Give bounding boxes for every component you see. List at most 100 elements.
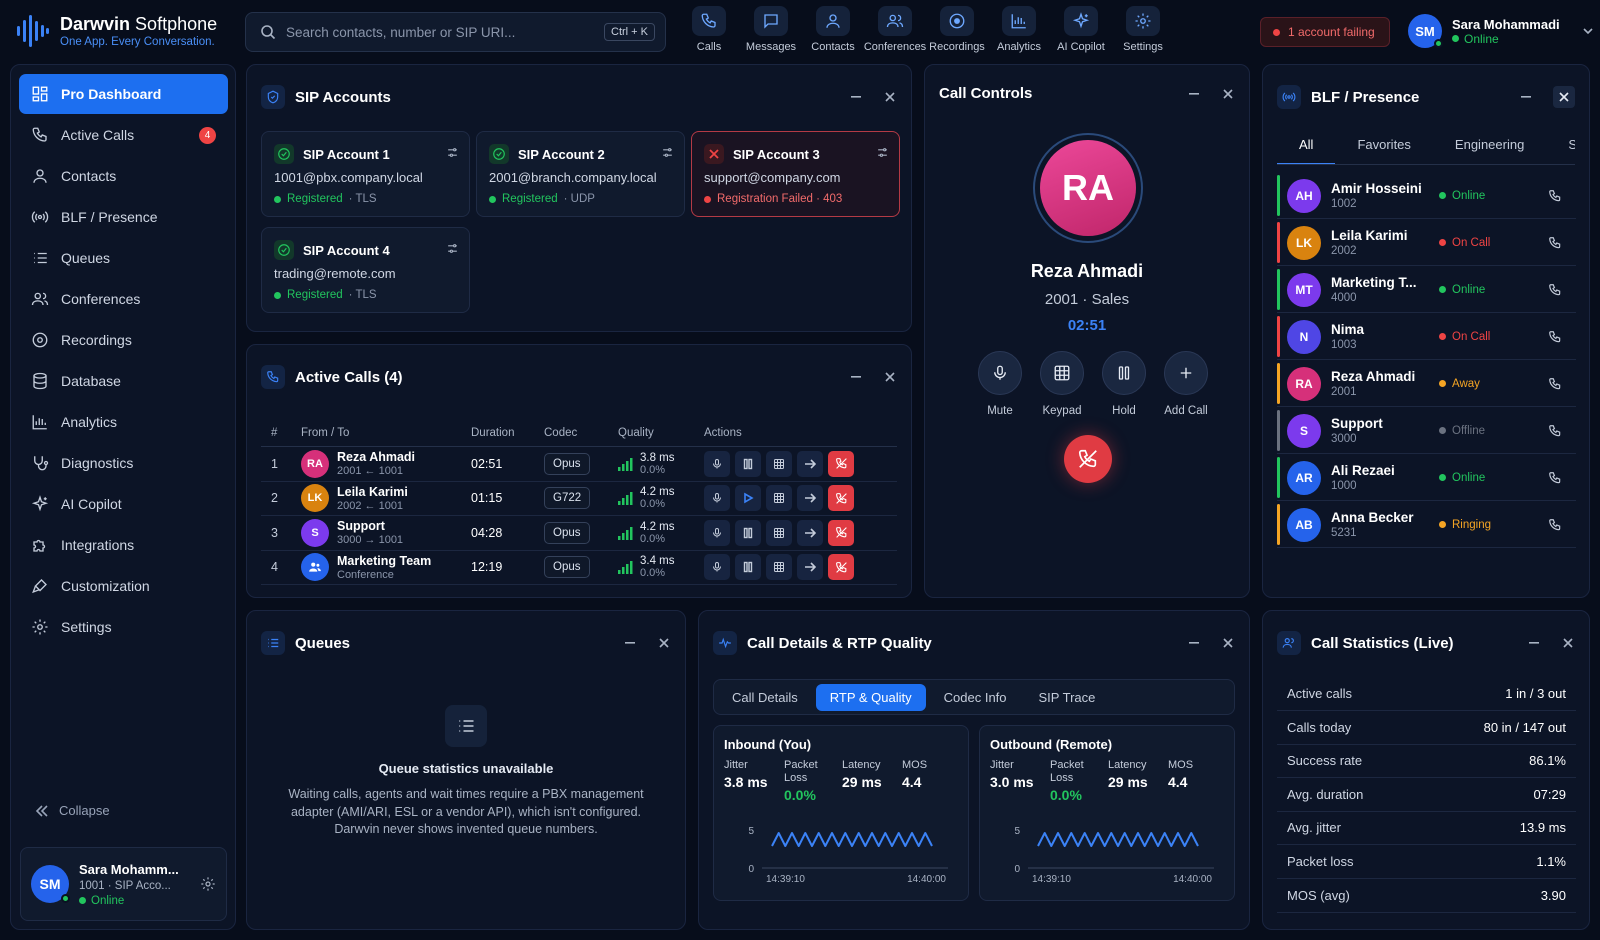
tab-favorites[interactable]: Favorites [1357, 137, 1411, 152]
hangup-button[interactable] [828, 485, 854, 512]
call-button[interactable] [1548, 236, 1562, 250]
keypad-button[interactable] [766, 450, 792, 477]
close-button[interactable] [1561, 636, 1575, 650]
tab-codec-info[interactable]: Codec Info [943, 689, 1007, 705]
sliders-icon[interactable] [446, 242, 459, 255]
sidebar-item-conferences[interactable]: Conferences [19, 279, 228, 319]
sidebar-item-customization[interactable]: Customization [19, 566, 228, 606]
call-button[interactable] [1548, 424, 1562, 438]
table-row[interactable]: 4 Marketing Team Conference 12:19 Opus 3.4 ms… [261, 551, 897, 585]
mute-button[interactable] [704, 519, 730, 546]
topnav-conferences[interactable]: Conferences [864, 6, 926, 53]
minimize-button[interactable] [1187, 87, 1201, 101]
table-row[interactable]: 3 S Support 3000 → 1001 04:28 Opus 4.2 ms 0.0% [261, 516, 897, 551]
search-input[interactable] [286, 24, 595, 40]
call-button[interactable] [1548, 471, 1562, 485]
tab-call-details[interactable]: Call Details [732, 689, 798, 705]
call-button[interactable] [1548, 518, 1562, 532]
sip-account-card[interactable]: SIP Account 3 support@company.com Registra… [691, 131, 900, 217]
topnav-recordings[interactable]: Recordings [926, 6, 988, 53]
mute-button[interactable] [704, 485, 730, 512]
sliders-icon[interactable] [661, 146, 674, 159]
sip-account-card[interactable]: SIP Account 2 2001@branch.company.local Re… [476, 131, 685, 217]
hold-button[interactable] [735, 519, 761, 546]
add-call-button[interactable]: Add Call [1151, 351, 1221, 417]
blf-entry[interactable]: MT Marketing T... 4000 Online [1277, 267, 1576, 313]
table-row[interactable]: 1 RA Reza Ahmadi 2001 ← 1001 02:51 Opus 3.8 ms… [261, 447, 897, 482]
blf-entry[interactable]: AB Anna Becker 5231 Ringing [1277, 502, 1576, 548]
minimize-button[interactable] [849, 370, 863, 384]
hold-button[interactable] [735, 485, 761, 512]
sidebar-item-blf-presence[interactable]: BLF / Presence [19, 197, 228, 237]
sliders-icon[interactable] [876, 146, 889, 159]
keypad-button[interactable] [766, 519, 792, 546]
sidebar-item-ai-copilot[interactable]: AI Copilot [19, 484, 228, 524]
transfer-button[interactable] [797, 450, 823, 477]
close-button[interactable] [1221, 636, 1235, 650]
blf-entry[interactable]: AR Ali Rezaei 1000 Online [1277, 455, 1576, 501]
minimize-button[interactable] [1187, 636, 1201, 650]
topnav-messages[interactable]: Messages [740, 6, 802, 53]
sip-account-card[interactable]: SIP Account 1 1001@pbx.company.local Regis… [261, 131, 470, 217]
sidebar-item-queues[interactable]: Queues [19, 238, 228, 278]
topnav-ai-copilot[interactable]: AI Copilot [1050, 6, 1112, 53]
account-failing-alert[interactable]: 1 account failing [1260, 17, 1390, 47]
blf-entry[interactable]: N Nima 1003 On Call [1277, 314, 1576, 360]
hold-button[interactable] [735, 450, 761, 477]
app-logo[interactable]: Darwvin Softphone One App. Every Convers… [16, 13, 217, 49]
sidebar-item-pro-dashboard[interactable]: Pro Dashboard [19, 74, 228, 114]
sidebar-item-database[interactable]: Database [19, 361, 228, 401]
sidebar-item-active-calls[interactable]: Active Calls 4 [19, 115, 228, 155]
call-button[interactable] [1548, 283, 1562, 297]
close-button[interactable] [883, 90, 897, 104]
topnav-settings[interactable]: Settings [1112, 6, 1174, 53]
topnav-analytics[interactable]: Analytics [988, 6, 1050, 53]
mute-button[interactable] [704, 450, 730, 477]
tab-all[interactable]: All [1277, 129, 1336, 164]
call-button[interactable] [1548, 189, 1562, 203]
sidebar-item-diagnostics[interactable]: Diagnostics [19, 443, 228, 483]
blf-entry[interactable]: LK Leila Karimi 2002 On Call [1277, 220, 1576, 266]
hold-button[interactable]: Hold [1089, 351, 1159, 417]
transfer-button[interactable] [797, 485, 823, 512]
table-row[interactable]: 2 LK Leila Karimi 2002 ← 1001 01:15 G722 4.2 m… [261, 482, 897, 516]
close-button[interactable] [657, 636, 671, 650]
hangup-button[interactable] [828, 554, 854, 581]
keypad-button[interactable] [766, 554, 792, 581]
call-button[interactable] [1548, 377, 1562, 391]
minimize-button[interactable] [1519, 90, 1533, 104]
collapse-button[interactable]: Collapse [35, 803, 110, 818]
sidebar-item-settings[interactable]: Settings [19, 607, 228, 647]
minimize-button[interactable] [623, 636, 637, 650]
sidebar-profile[interactable]: SM Sara Mohamm... 1001 · SIP Acco... Onl… [20, 847, 227, 921]
transfer-button[interactable] [797, 519, 823, 546]
topnav-calls[interactable]: Calls [678, 6, 740, 53]
close-button[interactable] [1553, 86, 1575, 108]
hold-button[interactable] [735, 554, 761, 581]
tab-support[interactable]: Suppor [1546, 129, 1575, 164]
transfer-button[interactable] [797, 554, 823, 581]
blf-entry[interactable]: S Support 3000 Offline [1277, 408, 1576, 454]
hangup-button[interactable] [828, 519, 854, 546]
topnav-contacts[interactable]: Contacts [802, 6, 864, 53]
sidebar-item-contacts[interactable]: Contacts [19, 156, 228, 196]
sidebar-item-recordings[interactable]: Recordings [19, 320, 228, 360]
user-menu[interactable]: SM Sara Mohammadi Online [1408, 14, 1594, 48]
mute-button[interactable] [704, 554, 730, 581]
gear-icon[interactable] [200, 876, 216, 892]
minimize-button[interactable] [849, 90, 863, 104]
minimize-button[interactable] [1527, 636, 1541, 650]
blf-entry[interactable]: RA Reza Ahmadi 2001 Away [1277, 361, 1576, 407]
tab-rtp-quality[interactable]: RTP & Quality [815, 683, 926, 711]
call-button[interactable] [1548, 330, 1562, 344]
sidebar-item-analytics[interactable]: Analytics [19, 402, 228, 442]
tab-engineering[interactable]: Engineering [1454, 137, 1525, 152]
close-button[interactable] [1221, 87, 1235, 101]
keypad-button[interactable]: Keypad [1027, 351, 1097, 417]
blf-entry[interactable]: AH Amir Hosseini 1002 Online [1277, 173, 1576, 219]
hangup-button[interactable] [828, 450, 854, 477]
tab-sip-trace[interactable]: SIP Trace [1038, 689, 1096, 705]
sliders-icon[interactable] [446, 146, 459, 159]
close-button[interactable] [883, 370, 897, 384]
sidebar-item-integrations[interactable]: Integrations [19, 525, 228, 565]
